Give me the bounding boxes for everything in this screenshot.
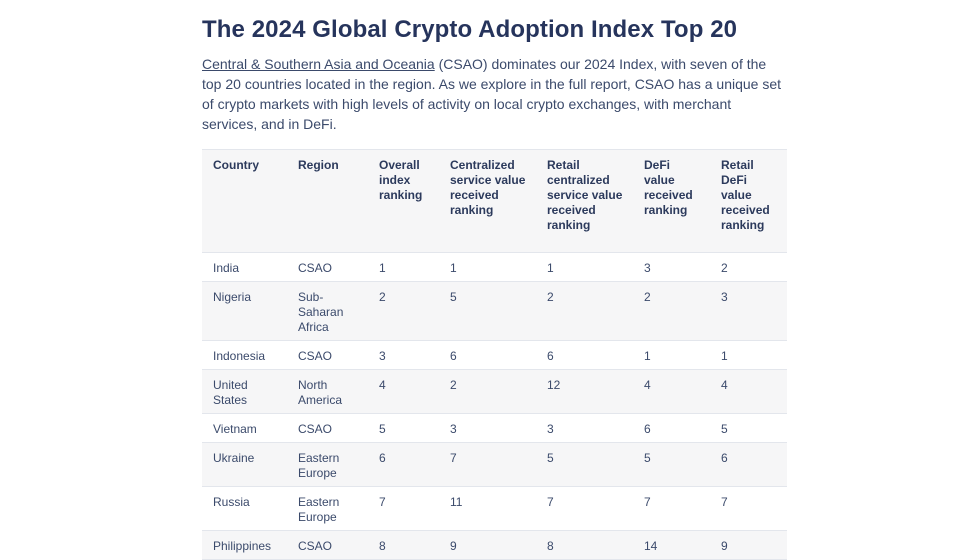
cell-centralized-ranking: 7 [439,442,536,487]
cell-defi-ranking: 7 [633,486,710,531]
cell-retail-defi-ranking: 9 [710,530,787,560]
cell-country: United States [202,369,287,414]
header-region: Region [287,149,368,253]
cell-retail-defi-ranking: 5 [710,413,787,443]
table-row: Nigeria Sub-Saharan Africa 2 5 2 2 3 [202,281,787,341]
cell-overall-ranking: 2 [368,281,439,341]
cell-region: Eastern Europe [287,486,368,531]
ranking-table: Country Region Overall index ranking Cen… [202,149,787,560]
cell-overall-ranking: 5 [368,413,439,443]
cell-overall-ranking: 8 [368,530,439,560]
cell-region: CSAO [287,413,368,443]
cell-region: Sub-Saharan Africa [287,281,368,341]
header-overall-ranking: Overall index ranking [368,149,439,253]
cell-country: Nigeria [202,281,287,341]
cell-region: CSAO [287,530,368,560]
cell-country: Ukraine [202,442,287,487]
cell-country: Vietnam [202,413,287,443]
cell-overall-ranking: 7 [368,486,439,531]
cell-retail-defi-ranking: 3 [710,281,787,341]
cell-centralized-ranking: 5 [439,281,536,341]
cell-retail-centralized-ranking: 3 [536,413,633,443]
cell-defi-ranking: 2 [633,281,710,341]
cell-retail-centralized-ranking: 1 [536,252,633,282]
table-row: India CSAO 1 1 1 3 2 [202,252,787,282]
table-row: United States North America 4 2 12 4 4 [202,369,787,414]
cell-retail-defi-ranking: 2 [710,252,787,282]
header-retail-defi-ranking: Retail DeFi value received ranking [710,149,787,253]
cell-retail-defi-ranking: 1 [710,340,787,370]
cell-country: India [202,252,287,282]
cell-region: CSAO [287,252,368,282]
intro-paragraph: Central & Southern Asia and Oceania (CSA… [202,54,787,134]
cell-retail-centralized-ranking: 7 [536,486,633,531]
header-defi-ranking: DeFi value received ranking [633,149,710,253]
cell-region: CSAO [287,340,368,370]
page-title: The 2024 Global Crypto Adoption Index To… [202,16,738,43]
cell-centralized-ranking: 6 [439,340,536,370]
cell-retail-defi-ranking: 7 [710,486,787,531]
table-header-row: Country Region Overall index ranking Cen… [202,149,787,253]
table-row: Vietnam CSAO 5 3 3 6 5 [202,413,787,443]
table-row: Russia Eastern Europe 7 11 7 7 7 [202,486,787,531]
cell-retail-centralized-ranking: 6 [536,340,633,370]
header-centralized-ranking: Centralized service value received ranki… [439,149,536,253]
cell-overall-ranking: 3 [368,340,439,370]
cell-region: Eastern Europe [287,442,368,487]
cell-overall-ranking: 1 [368,252,439,282]
table-row: Indonesia CSAO 3 6 6 1 1 [202,340,787,370]
cell-overall-ranking: 6 [368,442,439,487]
table-row: Philippines CSAO 8 9 8 14 9 [202,530,787,560]
cell-defi-ranking: 6 [633,413,710,443]
intro-text: (CSAO) dominates our 2024 Index, with se… [202,56,782,132]
cell-retail-centralized-ranking: 12 [536,369,633,414]
cell-defi-ranking: 14 [633,530,710,560]
cell-centralized-ranking: 2 [439,369,536,414]
cell-region: North America [287,369,368,414]
header-retail-centralized-ranking: Retail centralized service value receive… [536,149,633,253]
cell-defi-ranking: 5 [633,442,710,487]
cell-retail-centralized-ranking: 2 [536,281,633,341]
cell-retail-defi-ranking: 4 [710,369,787,414]
cell-defi-ranking: 4 [633,369,710,414]
cell-centralized-ranking: 9 [439,530,536,560]
cell-retail-centralized-ranking: 5 [536,442,633,487]
csao-link[interactable]: Central & Southern Asia and Oceania [202,56,435,72]
table-body: India CSAO 1 1 1 3 2 Nigeria Sub-Saharan Africa 2… [202,252,787,560]
cell-country: Philippines [202,530,287,560]
cell-centralized-ranking: 11 [439,486,536,531]
cell-centralized-ranking: 3 [439,413,536,443]
cell-country: Russia [202,486,287,531]
cell-retail-centralized-ranking: 8 [536,530,633,560]
cell-retail-defi-ranking: 6 [710,442,787,487]
cell-centralized-ranking: 1 [439,252,536,282]
cell-defi-ranking: 1 [633,340,710,370]
cell-overall-ranking: 4 [368,369,439,414]
cell-defi-ranking: 3 [633,252,710,282]
table-row: Ukraine Eastern Europe 6 7 5 5 6 [202,442,787,487]
header-country: Country [202,149,287,253]
cell-country: Indonesia [202,340,287,370]
